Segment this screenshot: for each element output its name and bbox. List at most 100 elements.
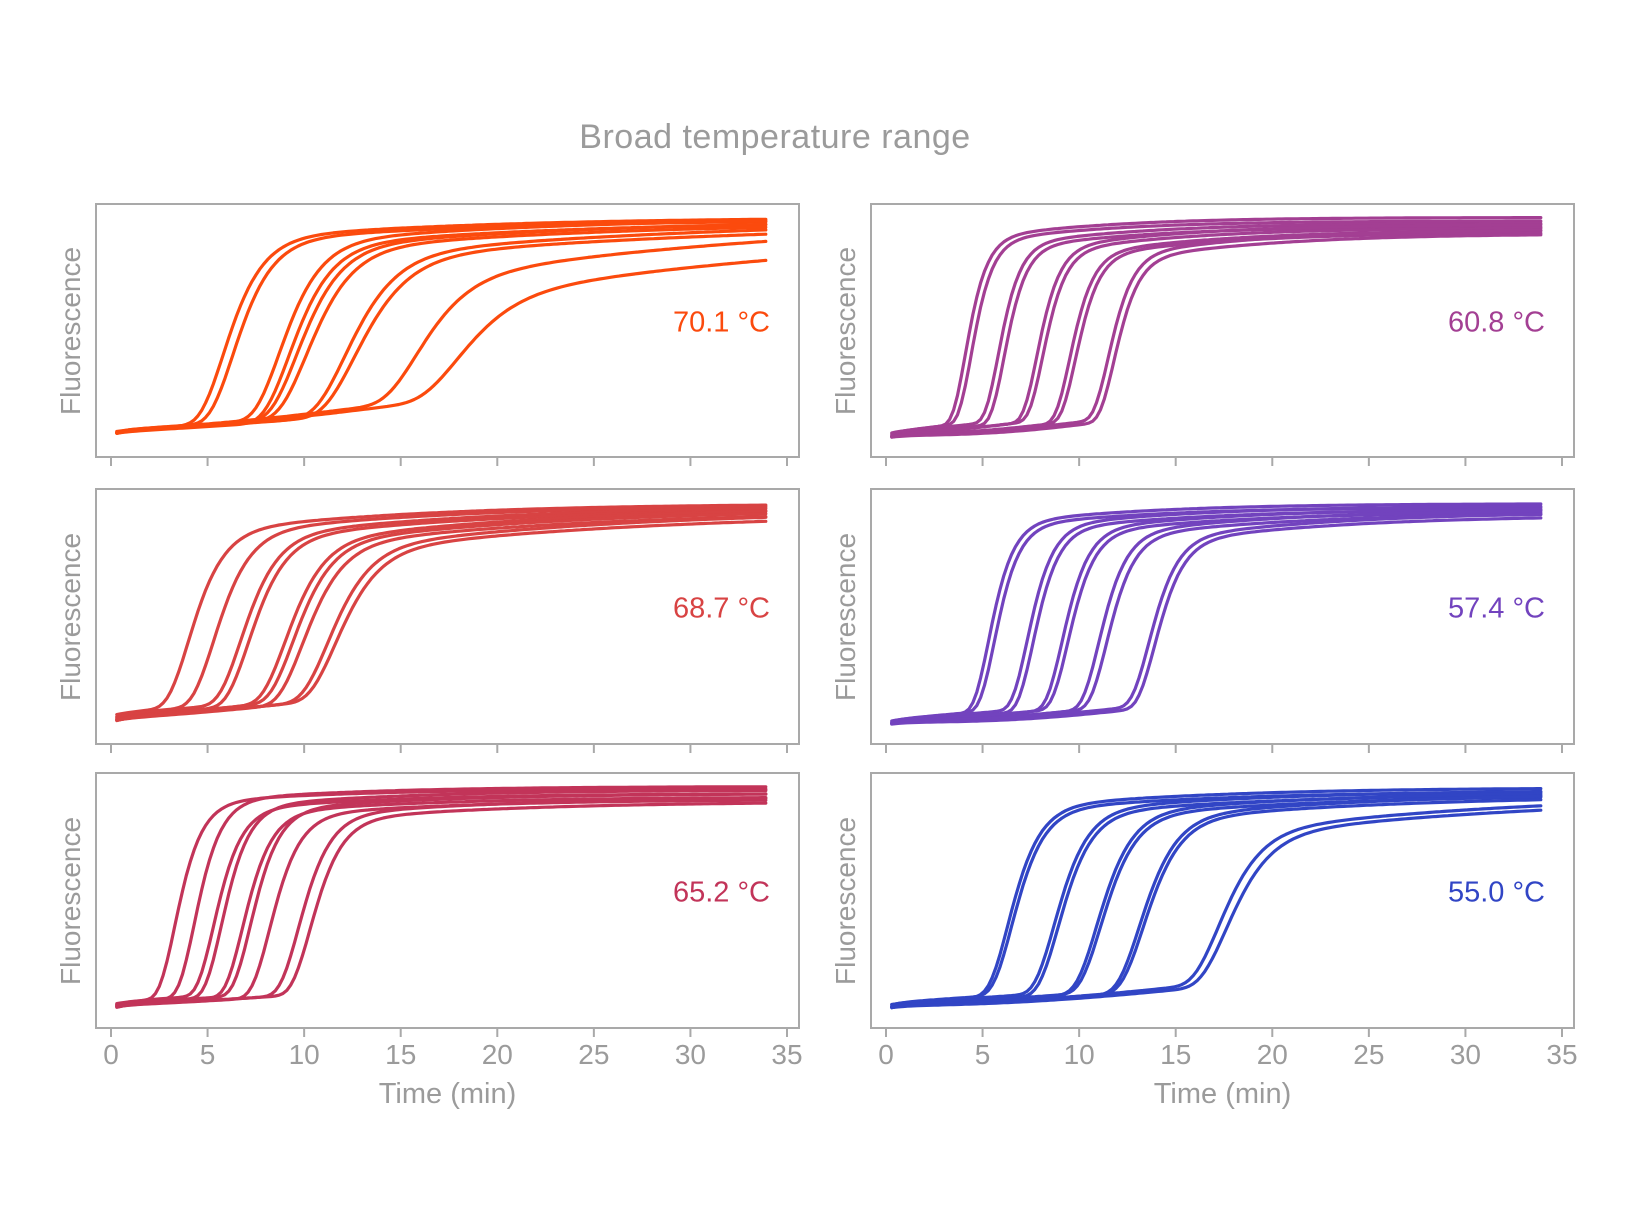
amplification-curve [890, 512, 1543, 726]
temperature-annotation: 55.0 °C [1447, 876, 1545, 909]
x-axis-ticks-svg [110, 745, 788, 753]
subplot-55-0c: Fluorescence 55.0 °C 0 5 10 15 20 25 30 35 Time… [830, 772, 1578, 1110]
amplification-curve [115, 796, 768, 1009]
temperature-annotation: 65.2 °C [672, 876, 770, 909]
amplification-curve [890, 228, 1543, 439]
x-tick-label: 10 [1063, 1039, 1095, 1070]
amplification-curve [890, 512, 1543, 726]
amplification-curve [890, 507, 1543, 725]
x-axis-ticks-svg [110, 1029, 788, 1037]
amplification-curve [890, 223, 1543, 438]
x-tick-label: 5 [199, 1039, 216, 1070]
temperature-annotation: 70.1 °C [672, 306, 770, 339]
amplification-curve [890, 216, 1543, 435]
plot-area: 55.0 °C [870, 772, 1575, 1029]
x-tick-label: 15 [1160, 1039, 1192, 1070]
amplification-curve [115, 785, 768, 1007]
amplification-curve [115, 792, 768, 1008]
x-tick-label: 0 [878, 1039, 894, 1070]
amplification-curve [890, 795, 1543, 1009]
y-axis-label: Fluorescence [830, 532, 861, 701]
amplification-curve [115, 239, 768, 435]
amplification-curve [115, 796, 768, 1008]
amplification-curve [890, 798, 1543, 1010]
plot-area: 60.8 °C [870, 203, 1575, 458]
amplification-curve [115, 515, 768, 722]
amplification-curves-svg [115, 217, 768, 435]
x-tick-label: 30 [1449, 1039, 1481, 1070]
amplification-curve [115, 506, 768, 720]
x-axis-tick-labels: 0 5 10 15 20 25 30 35 [870, 1039, 1577, 1073]
x-tick-label: 25 [1353, 1039, 1385, 1070]
amplification-curve [115, 788, 768, 1007]
x-axis-ticks-svg [885, 1029, 1563, 1037]
x-tick-label: 20 [481, 1039, 513, 1070]
amplification-curves-svg [115, 785, 768, 1009]
amplification-curves-svg [890, 502, 1543, 726]
temperature-annotation: 60.8 °C [1447, 306, 1545, 339]
amplification-curve [115, 503, 768, 717]
x-axis-label: Time (min) [1153, 1078, 1292, 1110]
plot-area: 68.7 °C [95, 488, 800, 745]
subplot-57-4c: Fluorescence 57.4 °C [830, 488, 1575, 753]
y-axis-label: Fluorescence [55, 816, 86, 985]
x-axis-ticks-svg [885, 458, 1563, 466]
amplification-curve [890, 790, 1543, 1007]
amplification-curve [115, 217, 768, 434]
amplification-curve [890, 804, 1543, 1010]
amplification-curve [890, 219, 1543, 435]
amplification-curve [890, 509, 1543, 726]
x-tick-label: 25 [578, 1039, 610, 1070]
x-tick-label: 35 [771, 1039, 803, 1070]
amplification-curve [890, 221, 1543, 437]
subplot-70-1c: Fluorescence 70.1 °C [55, 203, 800, 466]
subplot-68-7c: Fluorescence 68.7 °C [55, 488, 800, 753]
x-tick-label: 15 [385, 1039, 417, 1070]
amplification-curve [115, 792, 768, 1007]
subplot-60-8c: Fluorescence 60.8 °C [830, 203, 1575, 466]
amplification-curve [890, 792, 1543, 1009]
amplification-curve [115, 801, 768, 1009]
x-tick-label: 20 [1256, 1039, 1288, 1070]
figure-title: Broad temperature range [579, 118, 971, 156]
amplification-curve [115, 505, 768, 719]
plot-area: 57.4 °C [870, 488, 1575, 745]
x-axis-ticks-svg [885, 745, 1563, 753]
amplification-curve [890, 233, 1543, 439]
x-tick-label: 35 [1546, 1039, 1578, 1070]
subplot-65-2c: Fluorescence 65.2 °C 0 5 10 15 20 25 30 35 Time… [55, 772, 803, 1110]
x-tick-label: 30 [674, 1039, 706, 1070]
amplification-curve [890, 808, 1543, 1010]
x-tick-label: 5 [974, 1039, 991, 1070]
y-axis-label: Fluorescence [55, 532, 86, 701]
amplification-curves-svg [890, 216, 1543, 439]
amplification-curve [890, 511, 1543, 725]
amplification-curve [890, 787, 1543, 1007]
plot-area: 65.2 °C [95, 772, 800, 1029]
amplification-curve [890, 504, 1543, 725]
amplification-curve [115, 258, 768, 435]
amplification-curve [890, 794, 1543, 1009]
x-axis-ticks-svg [110, 458, 788, 466]
x-axis-label: Time (min) [378, 1078, 517, 1110]
amplification-curve [890, 502, 1543, 723]
amplification-curve [115, 515, 768, 722]
x-axis-tick-labels: 0 5 10 15 20 25 30 35 [95, 1039, 802, 1073]
x-tick-label: 0 [103, 1039, 119, 1070]
y-axis-label: Fluorescence [55, 246, 86, 415]
amplification-curve [890, 516, 1543, 726]
amplification-curve [115, 798, 768, 1009]
plot-area: 70.1 °C [95, 203, 800, 458]
temperature-annotation: 68.7 °C [672, 592, 770, 625]
y-axis-label: Fluorescence [830, 246, 861, 415]
amplification-curve [890, 793, 1543, 1008]
amplification-curve [115, 787, 768, 1006]
amplification-curve [115, 512, 768, 722]
amplification-curves-svg [115, 503, 768, 723]
amplification-curve [890, 789, 1543, 1008]
temperature-annotation: 57.4 °C [1447, 592, 1545, 625]
x-tick-label: 10 [288, 1039, 320, 1070]
y-axis-label: Fluorescence [830, 816, 861, 985]
amplification-curve [890, 226, 1543, 438]
amplification-curve [890, 508, 1543, 725]
